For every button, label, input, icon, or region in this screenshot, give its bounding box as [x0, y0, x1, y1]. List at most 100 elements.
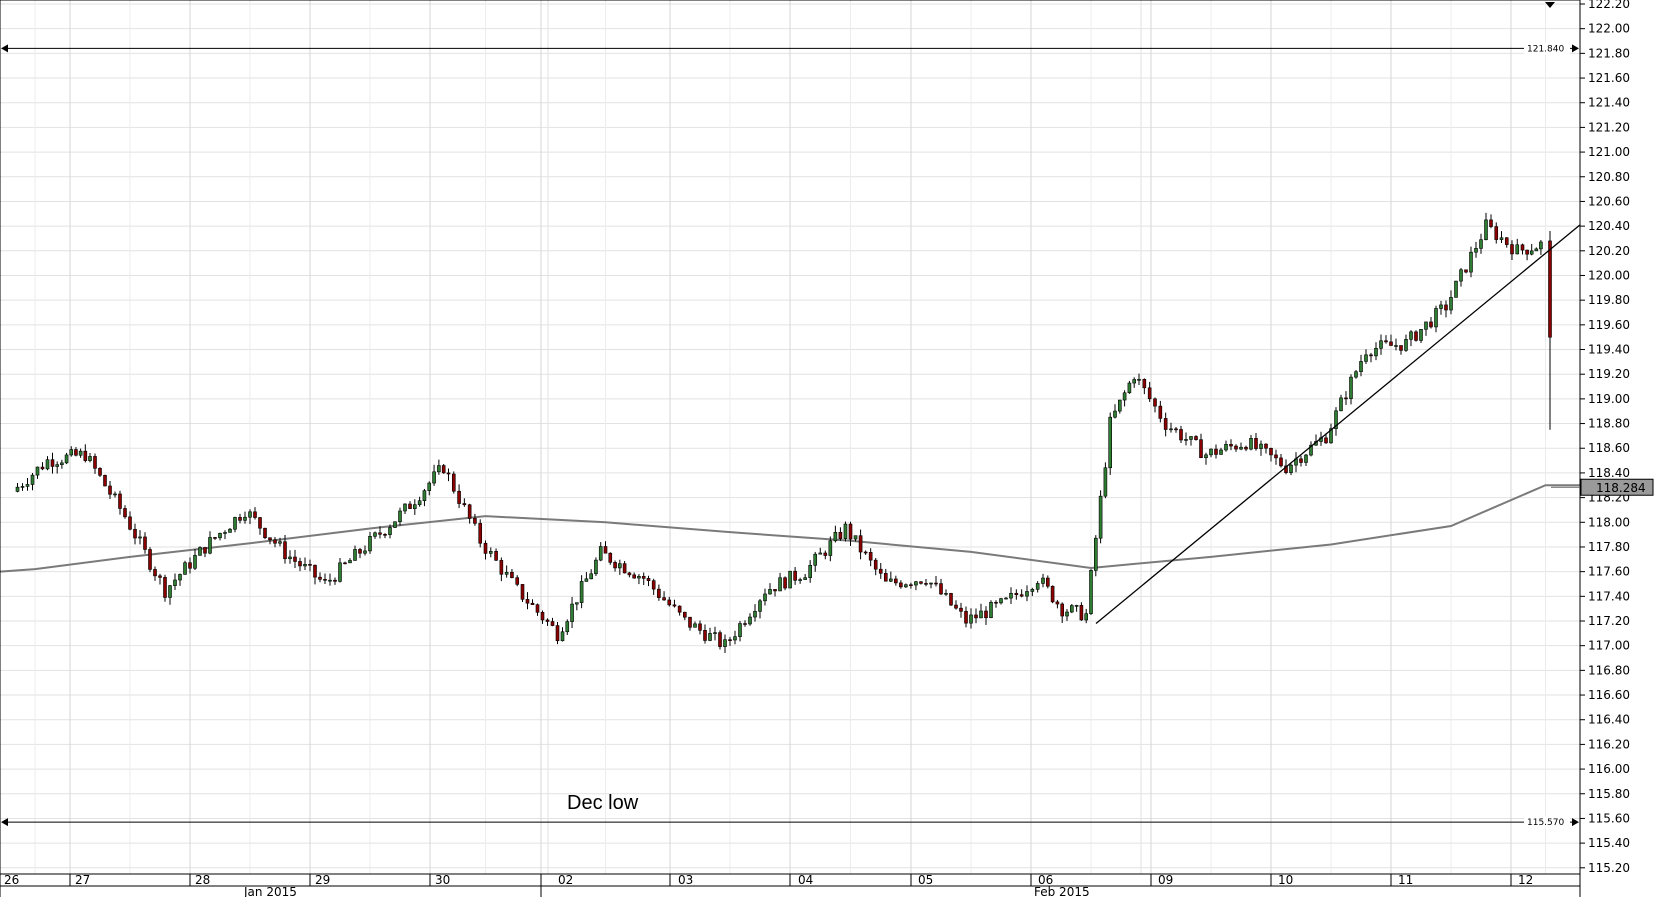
candle-body: [708, 633, 712, 641]
candle-body: [688, 616, 692, 628]
candle-body: [40, 466, 45, 470]
candle-body: [1389, 341, 1393, 346]
candle-body: [622, 563, 627, 574]
candle-body: [868, 552, 873, 561]
candle-body: [1520, 244, 1525, 251]
candle-body: [323, 579, 327, 581]
level-label-bg: [1524, 816, 1570, 829]
candle-body: [1147, 387, 1152, 400]
candle-body: [64, 454, 69, 464]
x-month-label: Jan 2015: [243, 885, 297, 897]
candle-body: [863, 551, 868, 554]
candle-body: [383, 534, 387, 536]
candle-body: [641, 576, 646, 579]
candle-body: [713, 632, 717, 634]
candle-body: [723, 639, 727, 647]
candle-body: [50, 459, 55, 467]
candle-body: [1444, 304, 1448, 311]
candle-body: [203, 547, 207, 554]
candle-body: [15, 486, 20, 492]
candle-body: [398, 510, 402, 523]
candle-body: [393, 521, 397, 528]
candle-body: [308, 564, 312, 566]
candle-body: [368, 535, 372, 552]
candle-body: [25, 484, 30, 487]
candle-body: [123, 508, 127, 518]
candle-body: [1094, 537, 1098, 571]
candle-body: [1299, 458, 1303, 463]
candle-body: [964, 611, 968, 624]
x-day-label: 26: [4, 873, 19, 887]
candle-body: [1329, 428, 1333, 444]
candle-body: [427, 482, 432, 491]
candle-body: [818, 552, 823, 555]
y-tick-label: 115.40: [1588, 836, 1630, 850]
candle-body: [1489, 219, 1493, 227]
candle-body: [45, 459, 50, 470]
candle-body: [233, 517, 237, 530]
candle-body: [373, 532, 377, 537]
candle-body: [718, 632, 722, 647]
candle-body: [1065, 611, 1069, 617]
candle-body: [618, 563, 622, 569]
candle-body: [1189, 436, 1193, 440]
x-day-label: 28: [195, 873, 210, 887]
candle-body: [530, 602, 535, 605]
candle-body: [103, 474, 107, 487]
candle-body: [788, 570, 792, 589]
candle-body: [1199, 439, 1203, 459]
candle-body: [1103, 467, 1108, 497]
candle-body: [343, 562, 347, 565]
candle-body: [128, 516, 132, 530]
candle-body: [520, 584, 525, 600]
candle-body: [1004, 597, 1008, 600]
candle-body: [133, 528, 137, 539]
y-tick-label: 116.80: [1588, 663, 1630, 677]
candle-body: [243, 516, 247, 521]
candle-body: [358, 549, 362, 554]
candle-body: [1041, 577, 1045, 584]
candle-body: [939, 583, 943, 595]
candle-body: [914, 581, 918, 586]
candle-body: [1174, 428, 1178, 431]
candle-body: [93, 456, 97, 469]
candle-body: [984, 610, 988, 619]
candle-body: [30, 474, 35, 485]
candle-body: [873, 559, 878, 570]
candle-body: [408, 503, 412, 509]
candle-body: [853, 535, 858, 540]
candle-body: [1234, 445, 1238, 450]
candle-body: [223, 532, 227, 534]
candle-body: [584, 578, 589, 582]
candle-body: [738, 623, 742, 637]
x-day-label: 12: [1518, 873, 1533, 887]
candle-body: [158, 575, 162, 578]
candle-body: [83, 450, 88, 461]
candle-body: [858, 535, 863, 553]
y-tick-label: 120.00: [1588, 268, 1630, 282]
candle-body: [1163, 418, 1168, 430]
candle-body: [353, 549, 357, 561]
candle-body: [1504, 237, 1509, 245]
candle-body: [462, 503, 467, 506]
candle-body: [515, 577, 520, 585]
candle-body: [473, 518, 477, 524]
candle-body: [1539, 241, 1543, 250]
x-day-label: 29: [315, 873, 330, 887]
candle-body: [143, 536, 147, 550]
candle-body: [1369, 354, 1373, 357]
candle-body: [570, 603, 574, 622]
candle-body: [778, 577, 782, 592]
candle-body: [833, 532, 838, 542]
candle-body: [1184, 439, 1188, 441]
candle-body: [929, 582, 933, 585]
candle-body: [550, 621, 555, 626]
candle-body: [889, 578, 893, 582]
candle-body: [168, 585, 172, 598]
candle-body: [1137, 379, 1141, 381]
candle-body: [1354, 371, 1358, 378]
candle-body: [1379, 340, 1383, 349]
candle-body: [560, 631, 565, 642]
candle-body: [535, 604, 540, 613]
candle-body: [728, 639, 732, 641]
